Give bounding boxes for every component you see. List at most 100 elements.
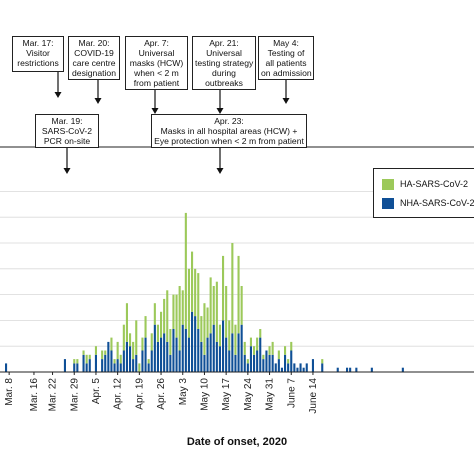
x-tick-label: June 14 (308, 378, 319, 414)
bar-ha (215, 281, 218, 342)
annotation-apr7-universal-masks: Apr. 7: Universal masks (HCW) when < 2 m fro… (125, 36, 188, 90)
bar-nha (132, 359, 135, 372)
arrow-apr7-head (151, 108, 159, 114)
bar-nha (116, 359, 119, 372)
bar-ha (104, 350, 107, 355)
bar-nha (122, 350, 125, 372)
bar-nha (104, 354, 107, 372)
bar-nha (222, 320, 225, 372)
bar-nha (212, 324, 215, 372)
bar-nha (184, 329, 187, 372)
bar-nha (163, 333, 166, 372)
bar-nha (153, 324, 156, 372)
x-tick-label: Apr. 12 (113, 378, 124, 410)
bar-ha (113, 359, 116, 364)
bar-nha (290, 350, 293, 372)
bar-ha (197, 273, 200, 329)
bar-ha (218, 324, 221, 347)
annotation-line: when < 2 m (134, 68, 179, 78)
annotation-line: outbreaks (205, 78, 243, 88)
bar-ha (147, 359, 150, 364)
bar-nha (249, 346, 252, 372)
bar-nha (187, 337, 190, 372)
bar-ha (262, 354, 265, 360)
x-tick-label: June 7 (286, 378, 297, 408)
annotation-line: PCR on-site (43, 136, 91, 146)
legend-item-nha: NHA-SARS-CoV-2 (382, 197, 474, 209)
annotation-line: Masks in all hospital areas (HCW) + (160, 126, 298, 136)
annotation-line: testing strategy (195, 58, 254, 68)
bar-nha (305, 363, 308, 372)
bar-ha (209, 277, 212, 334)
bar-nha (287, 363, 290, 372)
bar-ha (228, 320, 231, 351)
bar-ha (212, 286, 215, 325)
bar-nha (110, 350, 113, 372)
annotation-may4-testing-on-admission: May 4: Testing of all patients on admission (258, 36, 314, 80)
bar-ha (225, 286, 228, 338)
bar-nha (293, 363, 296, 372)
bar-nha (197, 329, 200, 372)
bar-nha (349, 367, 352, 372)
bar-ha (206, 307, 209, 338)
bar-nha (107, 341, 110, 372)
bar-nha (191, 311, 194, 372)
bar-nha (181, 324, 184, 372)
bar-nha (160, 337, 163, 372)
bar-nha (299, 363, 302, 372)
bar-ha (116, 341, 119, 360)
bar-nha (206, 337, 209, 372)
annotation-mar17-visitor-restrictions: Mar. 17: Visitor restrictions (12, 36, 64, 72)
annotation-line: Apr. 21: (209, 38, 239, 48)
bar-nha (234, 354, 237, 372)
bar-ha (122, 324, 125, 351)
bar-nha (73, 363, 76, 372)
bar-nha (296, 367, 299, 372)
x-tick-label: Mar. 29 (69, 378, 80, 412)
bar-ha (271, 341, 274, 355)
annotation-arrows (54, 72, 290, 174)
bar-ha (194, 268, 197, 317)
bar-nha (265, 350, 268, 372)
bar-nha (228, 350, 231, 372)
bar-nha (218, 346, 221, 372)
annotation-line: Eye protection when < 2 m from patient (154, 136, 304, 146)
bar-ha (222, 255, 225, 321)
bar-nha (147, 363, 150, 372)
legend-item-ha: HA-SARS-CoV-2 (382, 178, 468, 190)
annotation-line: Universal (206, 48, 242, 58)
bar-ha (277, 350, 280, 360)
bar-nha (144, 337, 147, 372)
bar-ha (76, 359, 79, 364)
bar-nha (5, 363, 8, 372)
bar-ha (268, 346, 271, 355)
bar-ha (237, 255, 240, 334)
bar-ha (284, 346, 287, 355)
annotation-line: Testing of (267, 48, 305, 58)
bar-nha (175, 337, 178, 372)
x-axis-title: Date of onset, 2020 (186, 436, 288, 448)
bar-nha (259, 337, 262, 372)
arrow-mar17-head (54, 92, 62, 98)
bar-ha (82, 350, 85, 355)
bar-ha (200, 316, 203, 342)
bar-nha (256, 350, 259, 372)
annotation-line: Apr. 7: (144, 38, 169, 48)
bar-ha (163, 298, 166, 334)
bar-nha (231, 333, 234, 372)
bar-nha (237, 333, 240, 372)
bar-ha (172, 294, 175, 329)
bar-nha (268, 354, 271, 372)
bar-nha (88, 359, 91, 372)
bar-nha (101, 359, 104, 372)
x-tick-label: Mar. 22 (48, 378, 59, 412)
bar-nha (302, 367, 305, 372)
bar-nha (94, 354, 97, 372)
bar-nha (63, 359, 66, 372)
annotation-line: from patient (133, 78, 180, 88)
bar-ha (249, 337, 252, 347)
annotation-apr21-universal-testing: Apr. 21: Universal testing strategy during o… (192, 36, 256, 90)
bar-ha (144, 316, 147, 338)
annotation-line: Universal (138, 48, 175, 58)
bar-nha (85, 363, 88, 372)
